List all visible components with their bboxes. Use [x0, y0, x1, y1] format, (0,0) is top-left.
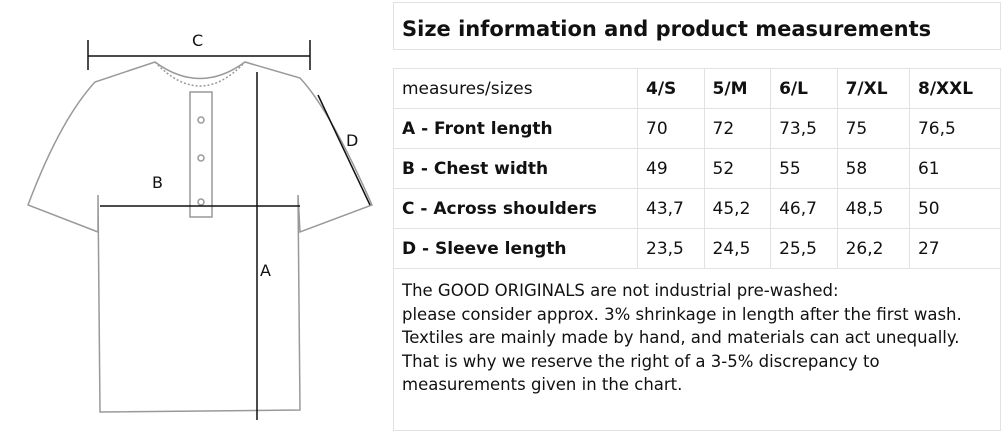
cell: 55 [770, 148, 838, 189]
note-line: Textiles are mainly made by hand, and ma… [402, 328, 960, 347]
note-line: The GOOD ORIGINALS are not industrial pr… [402, 281, 839, 300]
cell: 26,2 [836, 228, 910, 269]
table-row: B - Chest width 49 52 55 58 61 [393, 148, 1002, 189]
cell: 45,2 [703, 188, 772, 229]
size-table: measures/sizes 4/S 5/M 6/L 7/XL 8/XXL A - Fron… [393, 68, 1002, 269]
table-row: A - Front length 70 72 73,5 75 76,5 [393, 108, 1002, 149]
column-header: 8/XXL [908, 68, 1002, 109]
shirt-outline [27, 61, 374, 413]
cell: 48,5 [836, 188, 910, 229]
note-line: please consider approx. 3% shrinkage in … [402, 304, 962, 324]
cell: 24,5 [703, 228, 772, 269]
column-header: measures/sizes [393, 68, 638, 109]
note-line: measurements given in the chart. [402, 375, 683, 394]
cell: 25,5 [770, 228, 838, 269]
row-label: B - Chest width [393, 148, 638, 189]
title: Size information and product measurement… [393, 2, 1001, 50]
measure-arrows [87, 40, 371, 420]
row-label: C - Across shoulders [393, 188, 638, 229]
label-c: C [192, 31, 203, 50]
cell: 52 [703, 148, 772, 189]
cell: 76,5 [908, 108, 1002, 149]
cell: 58 [836, 148, 910, 189]
size-panel: Size information and product measurement… [393, 2, 1002, 431]
row-label: A - Front length [393, 108, 638, 149]
table-row: D - Sleeve length 23,5 24,5 25,5 26,2 27 [393, 228, 1002, 269]
cell: 50 [908, 188, 1002, 229]
cell: 73,5 [770, 108, 838, 149]
shirt-diagram: C B A D [27, 31, 374, 420]
cell: 49 [637, 148, 705, 189]
cell: 23,5 [637, 228, 705, 269]
column-header: 6/L [770, 68, 838, 109]
cell: 70 [637, 108, 705, 149]
row-label: D - Sleeve length [393, 228, 638, 269]
cell: 46,7 [770, 188, 838, 229]
column-header: 7/XL [836, 68, 910, 109]
header-row: measures/sizes 4/S 5/M 6/L 7/XL 8/XXL [393, 68, 1002, 109]
label-a: A [260, 261, 271, 280]
cell: 43,7 [637, 188, 705, 229]
cell: 75 [836, 108, 910, 149]
cell: 61 [908, 148, 1002, 189]
note-line: That is why we reserve the right of a 3-… [402, 351, 880, 371]
label-d: D [346, 131, 358, 150]
column-header: 5/M [703, 68, 772, 109]
label-b: B [152, 173, 163, 192]
cell: 27 [908, 228, 1002, 269]
column-header: 4/S [637, 68, 705, 109]
cell: 72 [703, 108, 772, 149]
table-row: C - Across shoulders 43,7 45,2 46,7 48,5 50 [393, 188, 1002, 229]
note: The GOOD ORIGINALS are not industrial pr… [393, 269, 1001, 431]
